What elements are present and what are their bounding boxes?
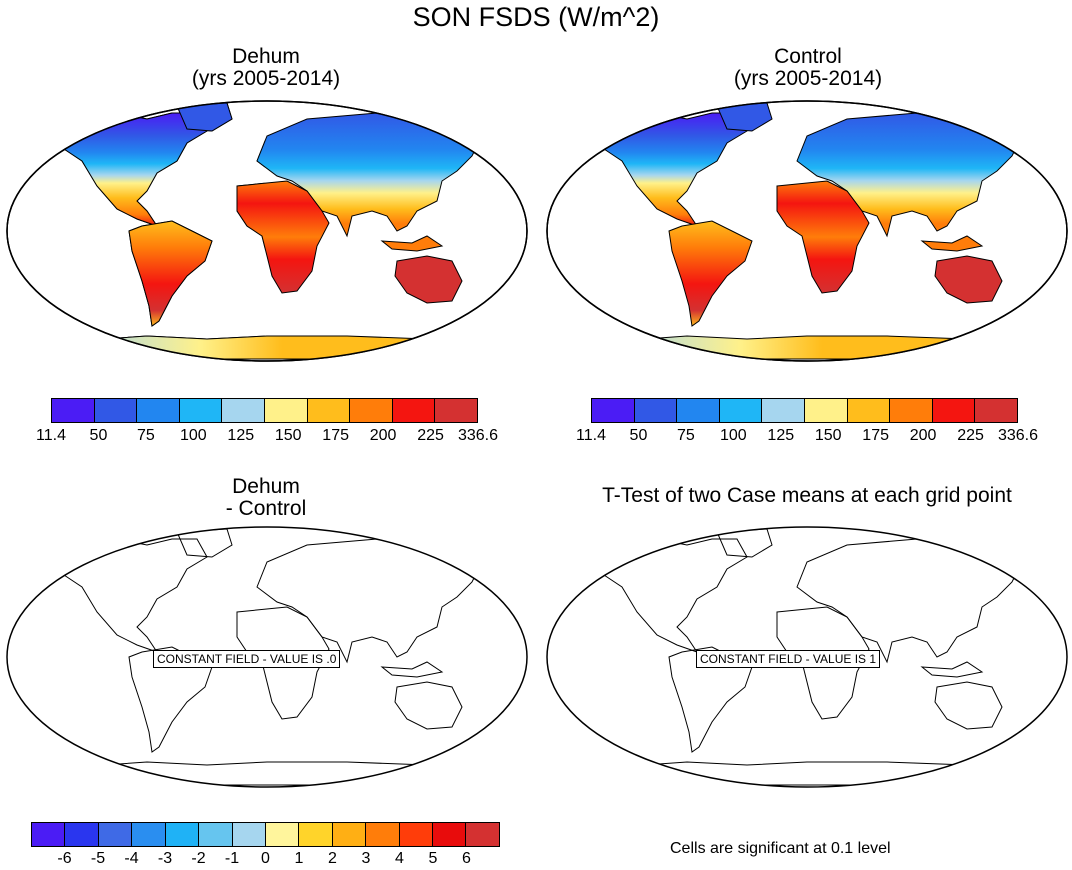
colorbar-tick-label: 11.4 — [36, 427, 66, 444]
colorbar-tick-label: 6 — [462, 850, 471, 867]
colorbar-swatch — [307, 399, 351, 422]
colorbar-swatch — [98, 823, 133, 846]
colorbar-tick-label: 1 — [294, 850, 304, 867]
colorbar-tick-label: -1 — [224, 850, 240, 867]
colorbar-swatch — [165, 823, 200, 846]
map-control — [546, 100, 1068, 362]
colorbar-swatch — [232, 823, 266, 846]
colorbar-swatch — [932, 399, 976, 422]
colorbar-swatch — [137, 399, 180, 422]
colorbar-swatch — [392, 399, 436, 422]
colorbar-tick-label: 125 — [227, 427, 255, 444]
colorbar-swatch — [199, 823, 233, 846]
colorbar-tick-label: 336.6 — [457, 427, 499, 444]
colorbar-tick-label: 0 — [261, 850, 270, 867]
colorbar-tick-label: 4 — [395, 850, 404, 867]
colorbar-tick-label: 75 — [136, 427, 155, 444]
panel-title-control-line1: Control — [774, 45, 842, 68]
panel-title-diff-line2: - Control — [225, 497, 307, 520]
panel-title-diff-line1: Dehum — [232, 475, 300, 498]
colorbar-tick-label: -3 — [157, 850, 173, 867]
colorbar-tick-label: 200 — [909, 427, 937, 444]
colorbar-swatch — [332, 823, 367, 846]
panel-title-dehum-line2: (yrs 2005-2014) — [191, 67, 341, 90]
colorbar-swatch — [264, 399, 308, 422]
colorbar-tick-label: -2 — [191, 850, 206, 867]
colorbar-swatch — [804, 399, 848, 422]
colorbar-swatch — [179, 399, 223, 422]
colorbar-swatch — [94, 399, 138, 422]
colorbar-tick-label: 100 — [179, 427, 207, 444]
colorbar-tick-label: 175 — [862, 427, 890, 444]
colorbar-swatch — [975, 399, 1017, 422]
colorbar-tick-label: 2 — [328, 850, 337, 867]
colorbar-swatch — [592, 399, 635, 422]
colorbar-tick-label: 3 — [361, 850, 371, 867]
colorbar-swatch — [762, 399, 805, 422]
colorbar-swatch — [435, 399, 477, 422]
colorbar-swatch — [677, 399, 720, 422]
panel-title-control: Control (yrs 2005-2014) — [673, 46, 943, 90]
panel-title-dehum: Dehum (yrs 2005-2014) — [131, 46, 401, 90]
panel-title-control-line2: (yrs 2005-2014) — [733, 67, 883, 90]
colorbar-diff — [31, 822, 500, 847]
colorbar-tick-label: 5 — [428, 850, 438, 867]
colorbar-swatch — [634, 399, 678, 422]
colorbar-tick-label: 11.4 — [576, 427, 606, 444]
constant-field-message-ttest: CONSTANT FIELD - VALUE IS 1 — [696, 650, 881, 668]
colorbar-tick-label: 225 — [417, 427, 444, 444]
constant-field-message-diff: CONSTANT FIELD - VALUE IS .0 — [153, 650, 341, 668]
colorbar-dehum — [51, 398, 478, 423]
colorbar-diff-labels: -6 -5 -4 -3 -2 -1 0 1 2 3 4 5 6 — [31, 850, 500, 870]
significance-note: Cells are significant at 0.1 level — [670, 840, 891, 857]
colorbar-dehum-labels: 11.4 50 75 100 125 150 175 200 225 336.6 — [36, 427, 498, 447]
colorbar-tick-label: -5 — [90, 850, 106, 867]
colorbar-swatch — [132, 823, 166, 846]
colorbar-tick-label: 150 — [814, 427, 842, 444]
colorbar-swatch — [466, 823, 499, 846]
colorbar-tick-label: -6 — [57, 850, 72, 867]
colorbar-swatch — [52, 399, 95, 422]
colorbar-tick-label: 50 — [89, 427, 108, 444]
colorbar-tick-label: 125 — [767, 427, 795, 444]
colorbar-swatch — [399, 823, 434, 846]
figure-title: SON FSDS (W/m^2) — [412, 2, 660, 32]
colorbar-tick-label: 50 — [629, 427, 648, 444]
colorbar-tick-label: -4 — [124, 850, 139, 867]
colorbar-swatch — [350, 399, 393, 422]
panel-title-diff: Dehum - Control — [131, 476, 401, 520]
colorbar-tick-label: 175 — [322, 427, 350, 444]
panel-title-ttest: T-Test of two Case means at each grid po… — [602, 484, 1012, 507]
colorbar-tick-label: 200 — [369, 427, 397, 444]
colorbar-tick-label: 336.6 — [997, 427, 1039, 444]
colorbar-swatch — [719, 399, 763, 422]
colorbar-tick-label: 225 — [957, 427, 984, 444]
colorbar-swatch — [366, 823, 400, 846]
colorbar-control — [591, 398, 1018, 423]
colorbar-control-labels: 11.4 50 75 100 125 150 175 200 225 336.6 — [576, 427, 1038, 447]
panel-title-dehum-line1: Dehum — [232, 45, 300, 68]
map-dehum — [6, 100, 528, 362]
colorbar-swatch — [299, 823, 333, 846]
colorbar-swatch — [265, 823, 300, 846]
colorbar-swatch — [890, 399, 933, 422]
colorbar-tick-label: 75 — [676, 427, 695, 444]
colorbar-swatch — [32, 823, 66, 846]
colorbar-swatch — [847, 399, 891, 422]
colorbar-tick-label: 150 — [274, 427, 302, 444]
colorbar-swatch — [433, 823, 467, 846]
colorbar-swatch — [222, 399, 265, 422]
colorbar-swatch — [65, 823, 99, 846]
colorbar-tick-label: 100 — [719, 427, 747, 444]
